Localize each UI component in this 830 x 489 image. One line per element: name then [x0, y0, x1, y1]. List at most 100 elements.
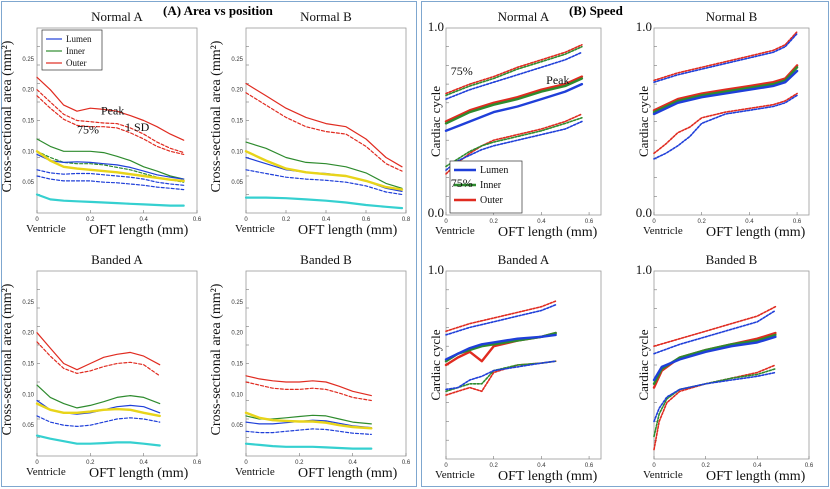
ventricle-label: Ventricle [235, 466, 275, 478]
outer-outer-peak-series [36, 76, 185, 141]
chart-title: Normal B [706, 9, 758, 24]
lumen-lumen-low-series [36, 175, 185, 191]
y-tick-label: 0.05 [22, 423, 34, 429]
speed-normal-a-chart: Normal A 0 0.2 0.4 0.6 0.0 1.0 Ventricle OFT len… [428, 9, 602, 240]
chart-title: Banded B [706, 252, 758, 267]
yellow-mean-series [35, 402, 161, 418]
x-tick-label: 0.2 [282, 217, 291, 223]
y-axis-label: Cross-sectional area (mm²) [209, 283, 224, 435]
x-tick-label: 0.4 [322, 217, 331, 223]
outer-outer-upper-series [445, 300, 557, 333]
y-tick-label: 0.15 [22, 362, 34, 368]
x-axis-label: OFT length (mm) [298, 223, 398, 238]
outer-outer-peak-series [245, 375, 372, 397]
y-tick-label: 1.0 [428, 262, 444, 277]
y-axis-label: Cross-sectional area (mm²) [209, 40, 224, 192]
y-tick-label: 0.25 [231, 57, 243, 63]
speed-banded-b-chart: Banded B 0 0.2 0.4 0.6 1.0 Ventricle OFT length… [636, 252, 814, 484]
y-tick-label: 0.0 [636, 205, 652, 220]
lumen-lumen-peak-series [652, 335, 777, 382]
annotation-label: Peak [546, 73, 569, 87]
x-axis-label: OFT length (mm) [89, 466, 189, 481]
chart-title: Banded A [498, 252, 550, 267]
x-tick-label: 0.4 [745, 219, 754, 225]
speed-panel [421, 1, 829, 487]
inner-inner-peak-series [444, 77, 584, 125]
x-tick-label: 0.2 [701, 463, 710, 469]
outer-outer-peak-series [444, 75, 584, 123]
chart-title: Banded A [91, 252, 143, 267]
x-tick-label: 0 [244, 217, 248, 223]
ventricle-label: Ventricle [26, 466, 66, 478]
y-tick-label: 0.10 [22, 149, 34, 155]
lumen-lumen-lower-series [653, 94, 798, 160]
y-tick-label: 1.0 [636, 262, 652, 277]
y-tick-label: 0.10 [231, 149, 243, 155]
x-tick-label: 0.2 [295, 460, 304, 466]
x-tick-label: 0.6 [402, 460, 411, 466]
lumen-lumen-lower-series [445, 360, 557, 391]
x-tick-label: 0.2 [490, 463, 499, 469]
outer-outer-lower-series [653, 364, 777, 451]
x-tick-label: 0.6 [585, 463, 594, 469]
outer-outer-peak-series [652, 64, 799, 112]
lumen-lumen-upper-series [445, 51, 583, 100]
y-axis-label: Cross-sectional area (mm²) [0, 283, 15, 435]
x-tick-label: 0.2 [86, 460, 95, 466]
x-axis-label: OFT length (mm) [89, 223, 189, 238]
y-tick-label: 0.20 [22, 331, 34, 337]
x-tick-label: 0 [444, 463, 448, 469]
cyan-baseline-series [35, 193, 185, 207]
x-tick-label: 0.4 [753, 463, 762, 469]
inner-inner-peak-series [652, 66, 799, 114]
plot-frame [653, 27, 810, 216]
ventricle-label: Ventricle [643, 469, 683, 481]
x-axis-label: OFT length (mm) [498, 225, 598, 240]
lumen-lumen-75--series [245, 428, 372, 435]
cyan-baseline-series [244, 442, 373, 450]
y-tick-label: 0.25 [22, 57, 34, 63]
area-banded-a-chart: Banded A 0 0.2 0.4 0.6 0.05 0.10 0.15 0.20 0.25 Ve… [0, 252, 202, 481]
outer-outer-upper-series [653, 30, 798, 82]
inner-inner-upper-series [445, 45, 583, 97]
x-tick-label: 0.6 [193, 217, 202, 223]
lumen-lumen-lower-series [653, 371, 777, 423]
chart-title: Normal A [91, 9, 143, 24]
x-tick-label: 0 [652, 219, 656, 225]
ventricle-label: Ventricle [643, 225, 683, 237]
outer-outer-75--series [36, 341, 161, 377]
plot-frame [653, 270, 810, 460]
x-axis-label: OFT length (mm) [498, 469, 598, 484]
annotation-label: 75% [451, 64, 473, 78]
area-normal-a-chart: Normal A 0 0.2 0.4 0.6 0.05 0.10 0.15 0.20 0.25 Ve… [0, 9, 202, 238]
outer-outer-peak-series [36, 332, 161, 371]
x-tick-label: 0.4 [139, 460, 148, 466]
inner-inner-lower-series [445, 117, 583, 168]
ventricle-label: Ventricle [435, 225, 475, 237]
y-tick-label: 0.15 [22, 119, 34, 125]
outer-outer-peak-series [245, 82, 403, 168]
speed-normal-b-chart: Normal B 0 0.2 0.4 0.6 0.0 1.0 Ventricle OFT len… [636, 9, 810, 240]
legend: Lumen Inner Outer [449, 160, 523, 214]
x-tick-label: 0.2 [698, 219, 707, 225]
annotation-label: 1 SD [125, 120, 150, 134]
outer-outer-1-sd-series [36, 95, 185, 155]
annotation-label: 75% [77, 122, 99, 136]
x-tick-label: 0.2 [86, 217, 95, 223]
y-tick-label: 0.20 [231, 331, 243, 337]
lumen-lumen-upper-series [653, 32, 798, 83]
y-tick-label: 0.05 [231, 423, 243, 429]
x-tick-label: 0 [652, 463, 656, 469]
lumen-lumen-upper-series [445, 303, 557, 336]
y-axis-label: Cardiac cycle [636, 86, 651, 157]
area-panel [1, 1, 417, 487]
lumen-lumen-75--series [36, 169, 185, 186]
outer-outer-75--series [245, 92, 403, 172]
cyan-baseline-series [244, 196, 404, 210]
y-axis-label: Cardiac cycle [636, 329, 651, 400]
y-tick-label: 0.0 [428, 205, 444, 220]
area-banded-b-chart: Banded B 0 0.2 0.4 0.6 0.05 0.10 0.15 0.20 0.25 Ve… [209, 252, 411, 481]
x-axis-label: OFT length (mm) [706, 469, 806, 484]
yellow-mean-series [244, 411, 373, 430]
